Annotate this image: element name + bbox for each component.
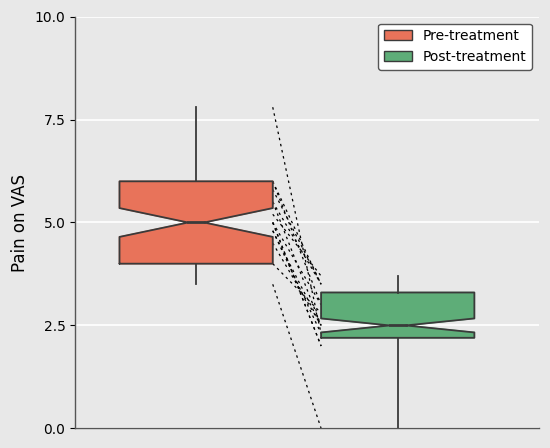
Polygon shape — [119, 181, 273, 264]
Legend: Pre-treatment, Post-treatment: Pre-treatment, Post-treatment — [378, 24, 532, 69]
Polygon shape — [321, 293, 474, 338]
Y-axis label: Pain on VAS: Pain on VAS — [11, 173, 29, 271]
